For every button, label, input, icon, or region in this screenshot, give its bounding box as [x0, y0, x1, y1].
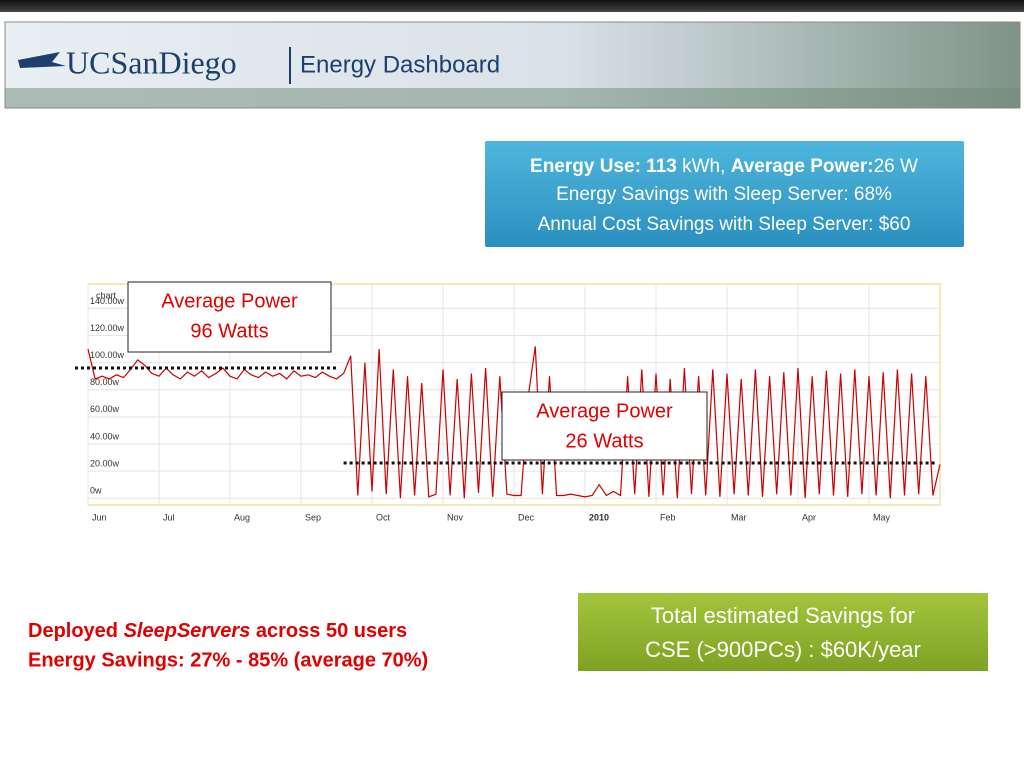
info-line2: Energy Savings with Sleep Server: 68% [556, 184, 892, 205]
info-line3: Annual Cost Savings with Sleep Server: $… [538, 214, 911, 235]
x-tick-label: Mar [731, 512, 747, 522]
chart-label: chart [96, 290, 117, 300]
energy: Energy Use: 113 [530, 156, 677, 177]
x-tick-label: Jun [92, 512, 107, 522]
y-tick-label: 120.00w [90, 323, 125, 333]
x-tick-label: Oct [376, 512, 391, 522]
logo-mark [18, 52, 66, 68]
annotation-text: Average Power [161, 290, 298, 312]
x-tick-label: Aug [234, 512, 250, 522]
power-value: 26 W [874, 156, 918, 177]
total-line2: CSE (>900PCs) : $60K/year [645, 637, 921, 662]
power-label: Average Power: [731, 156, 874, 177]
x-tick-label: May [873, 512, 891, 522]
x-tick-label: Sep [305, 512, 321, 522]
annotation-box [501, 391, 708, 461]
x-tick-label: 2010 [589, 512, 609, 522]
y-tick-label: 60.00w [90, 404, 120, 414]
product: SleepServers [124, 620, 251, 642]
y-tick-label: 140.00w [90, 296, 125, 306]
y-tick-label: 80.00w [90, 377, 120, 387]
total-line1: Total estimated Savings for [651, 603, 915, 628]
power-line [87, 346, 941, 499]
brand: UCSanDiego [66, 44, 237, 80]
info-box [483, 139, 966, 249]
x-tick-label: Jul [163, 512, 175, 522]
banner-ground [5, 88, 1020, 108]
y-tick-label: 0w [90, 486, 102, 496]
annotation-text: 96 Watts [190, 320, 268, 342]
summary-line1: Deployed SleepServers across 50 users [28, 620, 407, 642]
annotation-box [127, 281, 332, 353]
info-line1: Energy Use: 113 kWh, Average Power:26 W [530, 156, 918, 177]
x-tick-label: Feb [660, 512, 676, 522]
unit: kWh, [677, 156, 731, 177]
users: across 50 users [250, 620, 407, 642]
x-tick-label: Apr [802, 512, 816, 522]
x-tick-label: Dec [518, 512, 535, 522]
x-tick-label: Nov [447, 512, 464, 522]
section: Energy Dashboard [300, 51, 500, 78]
deployed: Deployed [28, 620, 124, 642]
annotation-text: Average Power [536, 400, 673, 422]
summary-line2: Energy Savings: 27% - 85% (average 70%) [28, 649, 428, 671]
total-box [576, 591, 990, 673]
annotation-text: 26 Watts [565, 430, 643, 452]
y-tick-label: 20.00w [90, 458, 120, 468]
y-tick-label: 100.00w [90, 350, 125, 360]
top-bar [0, 0, 1024, 12]
y-tick-label: 40.00w [90, 431, 120, 441]
